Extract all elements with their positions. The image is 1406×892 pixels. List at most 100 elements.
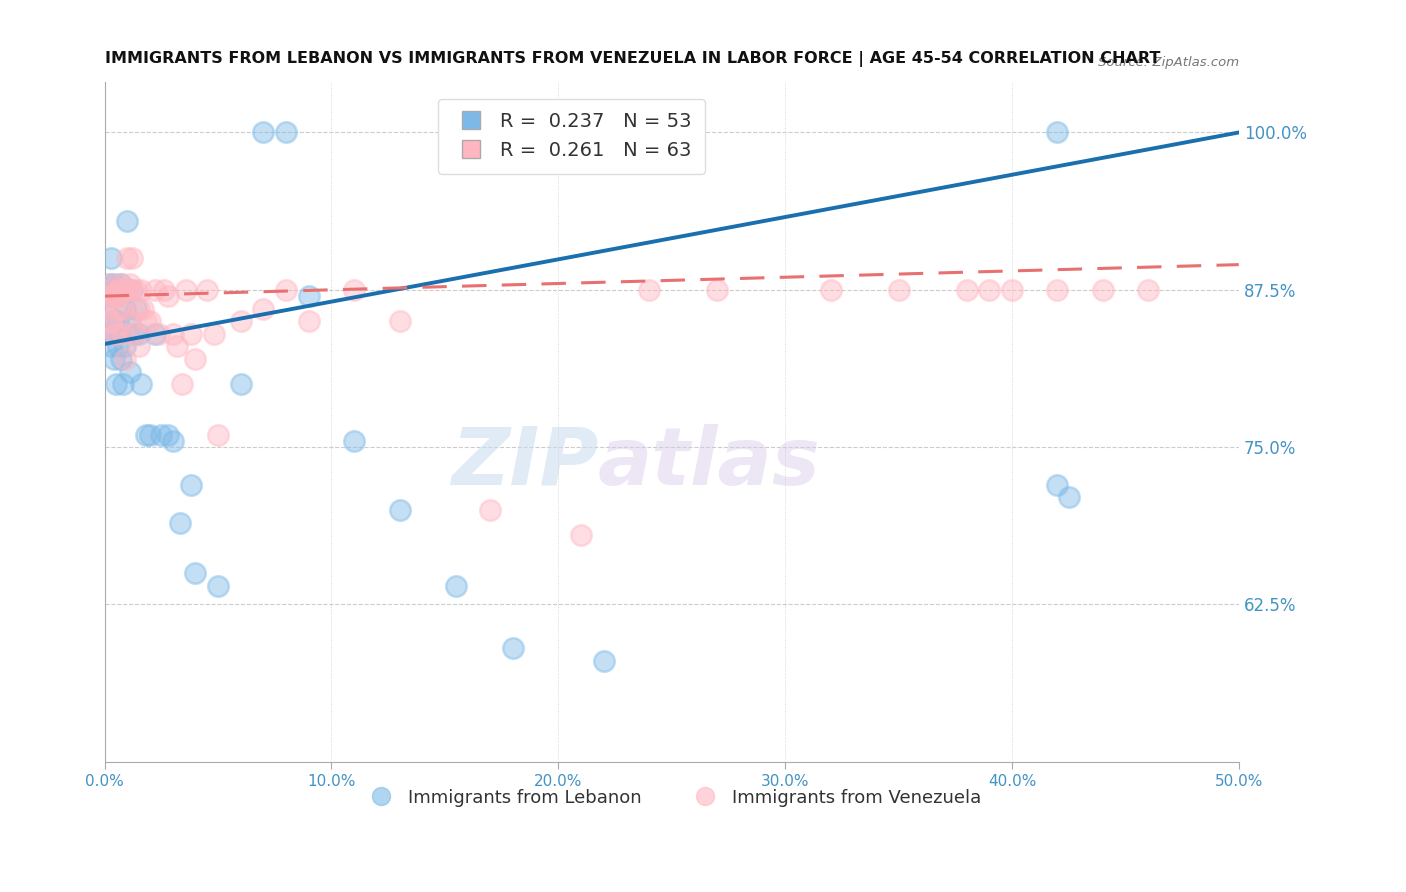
Point — [569, 528, 592, 542]
Point — [100, 339, 122, 353]
Point — [110, 277, 132, 291]
Point — [276, 283, 298, 297]
Point — [143, 283, 166, 297]
Point — [103, 289, 125, 303]
Point — [129, 283, 152, 297]
Point — [180, 478, 202, 492]
Point — [170, 377, 193, 392]
Point — [114, 339, 136, 353]
Point — [107, 283, 129, 297]
Point — [96, 283, 118, 297]
Point — [207, 578, 229, 592]
Point — [114, 301, 136, 316]
Point — [117, 213, 139, 227]
Point — [479, 503, 502, 517]
Point — [105, 326, 128, 341]
Point — [110, 351, 132, 366]
Point — [118, 277, 141, 291]
Point — [121, 252, 143, 266]
Point — [706, 283, 728, 297]
Point — [122, 326, 145, 341]
Point — [117, 283, 139, 297]
Point — [105, 377, 128, 392]
Point — [128, 339, 150, 353]
Point — [110, 283, 132, 297]
Point — [169, 516, 191, 530]
Point — [100, 277, 122, 291]
Point — [343, 434, 366, 448]
Point — [98, 277, 121, 291]
Point — [276, 126, 298, 140]
Point — [252, 126, 274, 140]
Point — [388, 503, 411, 517]
Point — [157, 289, 180, 303]
Point — [1001, 283, 1024, 297]
Point — [184, 566, 207, 580]
Point — [103, 351, 125, 366]
Point — [107, 314, 129, 328]
Point — [207, 427, 229, 442]
Point — [118, 365, 141, 379]
Point — [1046, 478, 1069, 492]
Point — [1046, 126, 1069, 140]
Point — [134, 427, 156, 442]
Point — [1091, 283, 1114, 297]
Point — [125, 301, 148, 316]
Point — [150, 427, 173, 442]
Point — [107, 339, 129, 353]
Point — [110, 277, 132, 291]
Point — [117, 283, 139, 297]
Point — [114, 283, 136, 297]
Point — [103, 277, 125, 291]
Point — [229, 314, 252, 328]
Point — [148, 326, 170, 341]
Point — [388, 314, 411, 328]
Point — [107, 301, 129, 316]
Point — [143, 326, 166, 341]
Text: IMMIGRANTS FROM LEBANON VS IMMIGRANTS FROM VENEZUELA IN LABOR FORCE | AGE 45-54 : IMMIGRANTS FROM LEBANON VS IMMIGRANTS FR… — [104, 51, 1160, 67]
Point — [343, 283, 366, 297]
Point — [100, 252, 122, 266]
Point — [122, 326, 145, 341]
Text: ZIP: ZIP — [451, 424, 598, 501]
Point — [1057, 491, 1080, 505]
Point — [887, 283, 910, 297]
Point — [139, 427, 162, 442]
Point — [114, 351, 136, 366]
Point — [152, 283, 174, 297]
Point — [105, 289, 128, 303]
Point — [132, 301, 155, 316]
Point — [638, 283, 661, 297]
Point — [98, 289, 121, 303]
Point — [139, 314, 162, 328]
Point — [111, 326, 134, 341]
Point — [100, 289, 122, 303]
Point — [134, 314, 156, 328]
Point — [166, 339, 188, 353]
Point — [979, 283, 1001, 297]
Text: atlas: atlas — [598, 424, 821, 501]
Point — [105, 326, 128, 341]
Point — [98, 314, 121, 328]
Point — [105, 289, 128, 303]
Point — [125, 283, 148, 297]
Point — [111, 301, 134, 316]
Point — [162, 434, 184, 448]
Point — [118, 314, 141, 328]
Point — [820, 283, 842, 297]
Point — [96, 283, 118, 297]
Point — [128, 326, 150, 341]
Point — [298, 314, 321, 328]
Point — [955, 283, 977, 297]
Point — [100, 314, 122, 328]
Point — [98, 326, 121, 341]
Point — [103, 326, 125, 341]
Point — [107, 283, 129, 297]
Point — [121, 283, 143, 297]
Point — [1137, 283, 1160, 297]
Point — [184, 351, 207, 366]
Point — [117, 252, 139, 266]
Legend: Immigrants from Lebanon, Immigrants from Venezuela: Immigrants from Lebanon, Immigrants from… — [356, 781, 988, 814]
Point — [298, 289, 321, 303]
Point — [229, 377, 252, 392]
